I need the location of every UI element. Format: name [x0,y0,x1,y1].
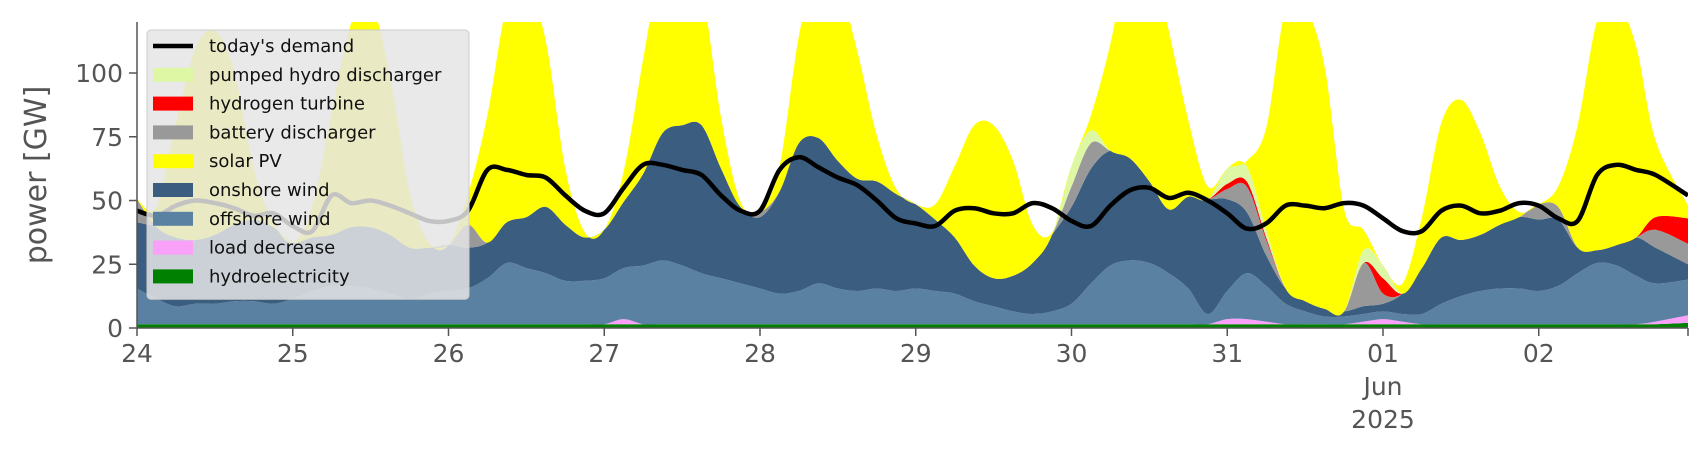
x-tick-label: 29 [900,339,932,368]
legend-swatch [153,240,193,255]
legend-label: pumped hydro discharger [209,65,442,86]
legend-swatch [153,96,193,111]
y-tick-label: 100 [75,59,123,88]
x-tick-label: 25 [277,339,309,368]
x-tick-label: 27 [588,339,620,368]
area-hydroelectricity [137,322,1688,328]
area-onshore-wind [137,121,1688,318]
legend-swatch [153,125,193,140]
x-tick-label: 02 [1523,339,1555,368]
x-tick-label: 26 [433,339,465,368]
legend-item: hydroelectricity [153,266,350,287]
legend-swatch [153,269,193,284]
legend-label: solar PV [209,151,282,172]
legend-swatch [153,154,193,169]
area-solar-pv [137,22,1688,316]
legend-swatch [153,211,193,226]
x-year-label: 2025 [1351,405,1415,434]
legend-label: hydroelectricity [209,266,350,287]
y-tick-label: 25 [91,250,123,279]
legend-label: hydrogen turbine [209,94,365,115]
legend-item: battery discharger [153,122,376,143]
legend-label: load decrease [209,238,335,259]
legend-label: battery discharger [209,122,376,143]
x-tick-label: 30 [1056,339,1088,368]
x-tick-label: 31 [1211,339,1243,368]
y-tick-label: 75 [91,123,123,152]
x-tick-label: 28 [744,339,776,368]
x-month-label: Jun [1361,372,1402,401]
axes: 0 25 50 75 100 24 25 26 27 28 29 30 31 01 02 Jun 2025 [75,22,1689,434]
legend-item: onshore wind [153,180,330,201]
legend-item: offshore wind [153,209,331,230]
stacked-areas [137,22,1688,328]
legend-swatch [153,183,193,197]
x-tick-label: 24 [121,339,153,368]
legend-box [146,29,470,300]
legend-item: pumped hydro discharger [153,65,442,86]
x-tick-label: 01 [1367,339,1399,368]
legend: today's demand pumped hydro discharger hyd… [146,29,470,300]
legend-item: hydrogen turbine [153,94,365,115]
legend-item: solar PV [153,151,282,172]
legend-swatch [153,67,193,82]
legend-item: today's demand [153,36,354,57]
legend-label: offshore wind [209,209,331,230]
legend-item: load decrease [153,238,335,259]
area-load-decrease [137,315,1688,325]
legend-label: today's demand [209,36,354,57]
area-offshore-wind [137,260,1688,325]
y-tick-label: 0 [107,314,123,343]
y-tick-label: 50 [91,187,123,216]
y-axis-label: power [GW] [19,86,54,265]
legend-label: onshore wind [209,180,330,201]
